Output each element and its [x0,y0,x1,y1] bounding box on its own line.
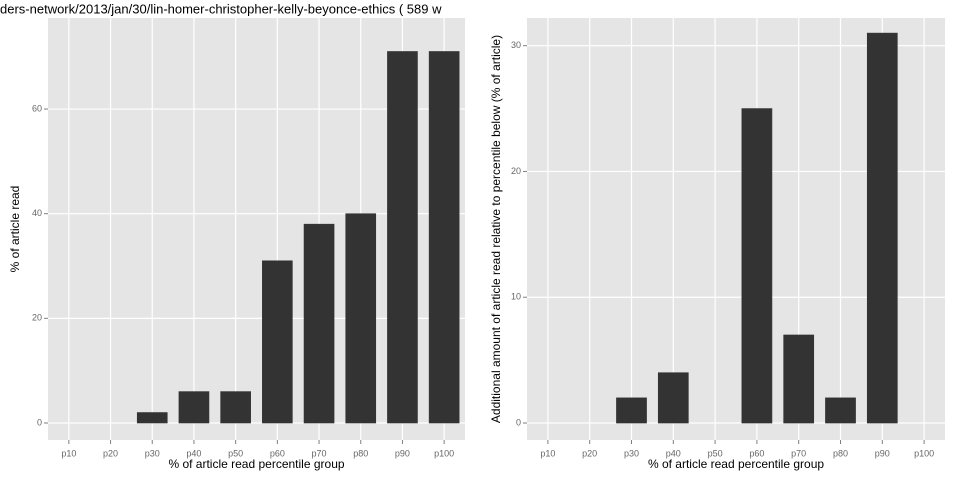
bar [783,334,815,424]
bar [866,32,898,424]
bar [428,51,460,424]
y-tick-label: 0 [516,417,521,427]
x-tick-label: p90 [395,448,410,458]
bar [345,213,377,424]
y-axis-label: Additional amount of article read relati… [489,35,503,423]
x-tick-label: p30 [624,448,639,458]
x-tick-label: p40 [186,448,201,458]
x-axis-label: % of article read percentile group [168,457,344,471]
bar [657,372,689,424]
x-tick-label: p70 [312,448,327,458]
bar [387,51,418,424]
x-tick-label: p80 [353,448,368,458]
y-axis-label: % of article read [8,186,22,273]
x-tick-label: p20 [103,448,118,458]
x-tick-label: p30 [145,448,160,458]
bar [178,391,210,424]
x-tick-label: p100 [914,448,934,458]
x-tick-label: p70 [791,448,806,458]
bar [825,397,856,424]
y-tick-label: 20 [32,313,42,323]
x-tick-label: p40 [666,448,681,458]
chart-title: ders-network/2013/jan/30/lin-homer-chris… [0,1,442,16]
x-axis-label: % of article read percentile group [648,457,824,471]
bar [741,108,773,424]
y-tick-label: 20 [511,166,521,176]
y-tick-label: 60 [32,103,42,113]
x-tick-label: p60 [749,448,764,458]
x-tick-label: p20 [582,448,597,458]
y-tick-label: 40 [32,208,42,218]
x-tick-label: p10 [61,448,76,458]
y-tick-label: 10 [511,292,521,302]
bar [616,397,647,424]
bar [136,412,168,424]
x-tick-label: p80 [833,448,848,458]
y-tick-label: 0 [37,417,42,427]
bar [220,391,251,424]
chart: 0 20 40 60 p10 p20 p30 p40 p50 p60 p70 p80 p90 p100 % … [0,1,465,471]
x-tick-label: p50 [228,448,243,458]
x-tick-label: p50 [708,448,723,458]
bar [262,260,293,424]
x-tick-label: p90 [875,448,890,458]
x-tick-label: p60 [270,448,285,458]
chart: 0 10 20 30 p10 p20 p30 p40 p50 p60 p70 p80 p90 p100 % … [489,18,945,471]
x-tick-label: p100 [434,448,454,458]
y-tick-label: 30 [511,40,521,50]
x-tick-label: p10 [540,448,555,458]
bar [303,223,335,424]
